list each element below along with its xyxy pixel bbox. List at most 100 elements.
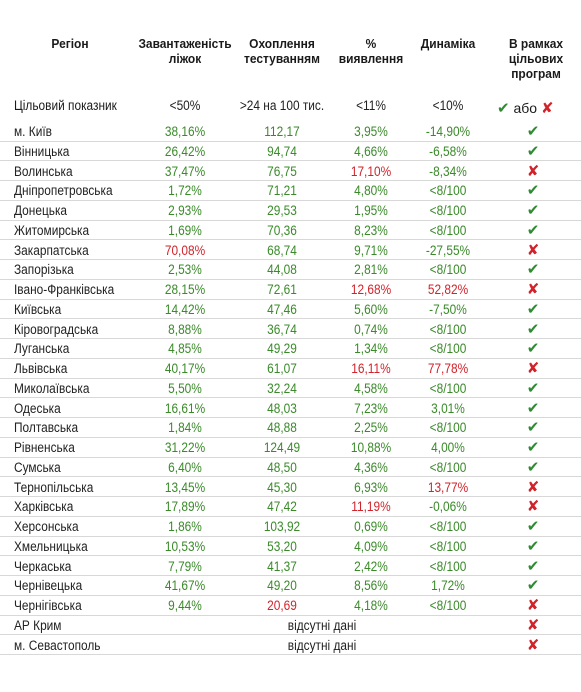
table-row: Одеська 16,61% 48,03 7,23% 3,01% ✔ (0, 399, 581, 419)
header-detection-rate: % виявлення (333, 36, 408, 66)
cross-icon: ✘ (526, 498, 540, 516)
table-row: Вінницька 26,42% 94,74 4,66% -6,58% ✔ (0, 142, 581, 162)
detection-rate-value: 1,34% (354, 341, 388, 357)
header-line: програм (511, 66, 561, 81)
cross-icon: ✘ (526, 162, 540, 180)
region-name: Дніпропетровська (14, 183, 113, 199)
bed-occupancy-value: 17,89% (164, 499, 206, 515)
header-line: % (365, 36, 377, 51)
bed-occupancy-value: 1,84% (168, 420, 202, 436)
dynamics-value: -14,90% (425, 124, 471, 139)
table-row: Житомирська 1,69% 70,36 8,23% <8/100 ✔ (0, 221, 581, 241)
detection-rate-value: 2,42% (354, 558, 388, 574)
dynamics-value: <8/100 (429, 222, 467, 238)
check-icon: ✔ (526, 518, 540, 535)
detection-rate-value: 8,56% (354, 578, 388, 594)
header-line: тестуванням (244, 51, 320, 66)
dynamics-value: 13,77% (427, 479, 469, 495)
dynamics-value: <8/100 (429, 538, 467, 554)
region-name: Тернопільська (14, 479, 94, 495)
region-name: Сумська (14, 459, 61, 475)
detection-rate-value: 11,19% (351, 499, 391, 515)
table-header: Регіон Завантаженість ліжок Охоплення тест… (0, 36, 581, 96)
table-row: Івано-Франківська 28,15% 72,61 12,68% 52,82%… (0, 280, 581, 300)
bed-occupancy-value: 37,47% (164, 163, 206, 179)
testing-coverage-value: 29,53 (267, 203, 297, 218)
table-row: Черкаська 7,79% 41,37 2,42% <8/100 ✔ (0, 557, 581, 577)
dynamics-value: <8/100 (429, 519, 467, 534)
table-row: Чернігівська 9,44% 20,69 4,18% <8/100 ✘ (0, 596, 581, 616)
testing-coverage-value: 68,74 (267, 242, 297, 258)
testing-coverage-value: 94,74 (267, 143, 297, 159)
cross-icon: ✘ (526, 636, 540, 654)
region-name: м. Севастополь (14, 637, 101, 653)
legend-or: або (513, 100, 538, 116)
cross-icon: ✘ (540, 100, 554, 117)
cross-icon: ✘ (526, 281, 540, 298)
table-row: Волинська 37,47% 76,75 17,10% -8,34% ✘ (0, 162, 581, 182)
detection-rate-value: 16,11% (351, 361, 391, 376)
testing-coverage-value: 47,46 (267, 301, 297, 317)
region-name: Хмельницька (14, 538, 88, 554)
region-name: Чернігівська (14, 598, 82, 613)
testing-coverage-value: 45,30 (267, 479, 297, 495)
check-icon: ✔ (526, 419, 540, 437)
detection-rate-value: 5,60% (354, 301, 388, 317)
table-row: Полтавська 1,84% 48,88 2,25% <8/100 ✔ (0, 418, 581, 438)
detection-rate-value: 2,25% (354, 420, 388, 436)
check-icon: ✔ (526, 300, 540, 318)
detection-rate-value: 4,66% (354, 143, 388, 159)
detection-rate-value: 4,18% (354, 598, 388, 613)
check-icon: ✔ (526, 340, 540, 358)
region-name: Кіровоградська (14, 321, 99, 337)
missing-data: відсутні дані (287, 637, 357, 653)
table-row: Запорізька 2,53% 44,08 2,81% <8/100 ✔ (0, 260, 581, 280)
detection-rate-value: 2,81% (354, 262, 388, 278)
region-name: Житомирська (14, 222, 90, 238)
check-icon: ✔ (526, 399, 540, 417)
region-name: Херсонська (14, 519, 79, 534)
header-line: В рамках (508, 36, 564, 51)
region-name: Харківська (14, 499, 74, 515)
region-name: Вінницька (14, 143, 70, 159)
testing-coverage-value: 20,69 (267, 598, 297, 613)
dynamics-value: <8/100 (429, 341, 467, 357)
check-icon: ✔ (526, 458, 540, 476)
cross-icon: ✘ (526, 616, 540, 634)
target-rate: <11% (356, 98, 386, 113)
cross-icon: ✘ (526, 241, 540, 259)
table-row: Сумська 6,40% 48,50 4,36% <8/100 ✔ (0, 458, 581, 478)
detection-rate-value: 17,10% (350, 163, 392, 179)
cross-icon: ✘ (526, 597, 540, 614)
dynamics-value: 1,72% (431, 578, 465, 594)
table-row: АР Крим відсутні дані ✘ (0, 616, 581, 636)
testing-coverage-value: 36,74 (267, 321, 297, 337)
bed-occupancy-value: 40,17% (164, 361, 206, 376)
region-name: Черкаська (14, 558, 72, 574)
table-row: Тернопільська 13,45% 45,30 6,93% 13,77% ✘ (0, 478, 581, 498)
region-name: Одеська (14, 400, 61, 416)
target-dynamics: <10% (432, 98, 464, 113)
testing-coverage-value: 48,03 (267, 400, 297, 416)
testing-coverage-value: 47,42 (267, 499, 297, 515)
dynamics-value: -6,58% (429, 143, 467, 159)
bed-occupancy-value: 41,67% (164, 578, 206, 594)
bed-occupancy-value: 14,42% (164, 301, 206, 317)
check-icon: ✔ (526, 221, 540, 239)
testing-coverage-value: 32,24 (267, 380, 297, 396)
testing-coverage-value: 112,17 (264, 124, 300, 139)
check-icon: ✔ (526, 261, 540, 279)
detection-rate-value: 0,69% (354, 519, 388, 534)
bed-occupancy-value: 6,40% (168, 459, 202, 475)
bed-occupancy-value: 2,53% (168, 262, 202, 278)
bed-occupancy-value: 26,42% (164, 143, 206, 159)
header-line: Регіон (51, 36, 89, 51)
target-beds: <50% (169, 98, 201, 113)
region-name: Луганська (14, 341, 70, 357)
header-testing-coverage: Охоплення тестуванням (236, 36, 328, 66)
check-icon: ✔ (526, 379, 540, 397)
table-row: Рівненська 31,22% 124,49 10,88% 4,00% ✔ (0, 438, 581, 458)
dynamics-value: <8/100 (429, 420, 467, 436)
dynamics-value: -7,50% (429, 301, 467, 317)
header-line: Завантаженість (138, 36, 232, 51)
